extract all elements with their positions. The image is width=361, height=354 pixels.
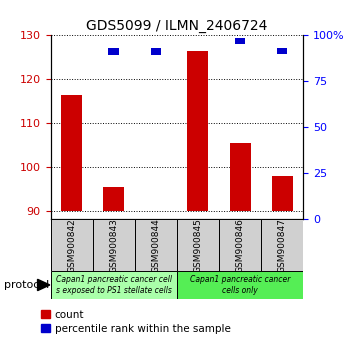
Bar xyxy=(235,38,245,44)
Text: Capan1 pancreatic cancer
cells only: Capan1 pancreatic cancer cells only xyxy=(190,275,290,295)
Bar xyxy=(61,95,82,211)
Bar xyxy=(277,48,287,54)
Bar xyxy=(219,219,261,271)
Bar xyxy=(187,51,208,211)
Legend: count, percentile rank within the sample: count, percentile rank within the sample xyxy=(41,310,231,334)
Bar xyxy=(151,48,161,55)
Bar xyxy=(271,176,293,211)
Bar xyxy=(135,219,177,271)
Bar xyxy=(51,219,93,271)
Bar xyxy=(230,143,251,211)
Bar xyxy=(93,219,135,271)
Polygon shape xyxy=(38,279,50,291)
Bar xyxy=(103,187,124,211)
Text: GSM900844: GSM900844 xyxy=(151,218,160,273)
Bar xyxy=(177,271,303,299)
Text: GSM900847: GSM900847 xyxy=(278,218,287,273)
Text: GSM900842: GSM900842 xyxy=(67,218,76,273)
Bar xyxy=(193,12,203,18)
Bar xyxy=(66,23,77,29)
Bar xyxy=(261,219,303,271)
Bar xyxy=(108,48,119,55)
Bar xyxy=(177,219,219,271)
Title: GDS5099 / ILMN_2406724: GDS5099 / ILMN_2406724 xyxy=(86,19,268,33)
Text: protocol: protocol xyxy=(4,280,49,290)
Text: GSM900846: GSM900846 xyxy=(236,218,244,273)
Text: GSM900843: GSM900843 xyxy=(109,218,118,273)
Text: Capan1 pancreatic cancer cell
s exposed to PS1 stellate cells: Capan1 pancreatic cancer cell s exposed … xyxy=(56,275,172,295)
Text: GSM900845: GSM900845 xyxy=(193,218,203,273)
Bar xyxy=(51,271,177,299)
